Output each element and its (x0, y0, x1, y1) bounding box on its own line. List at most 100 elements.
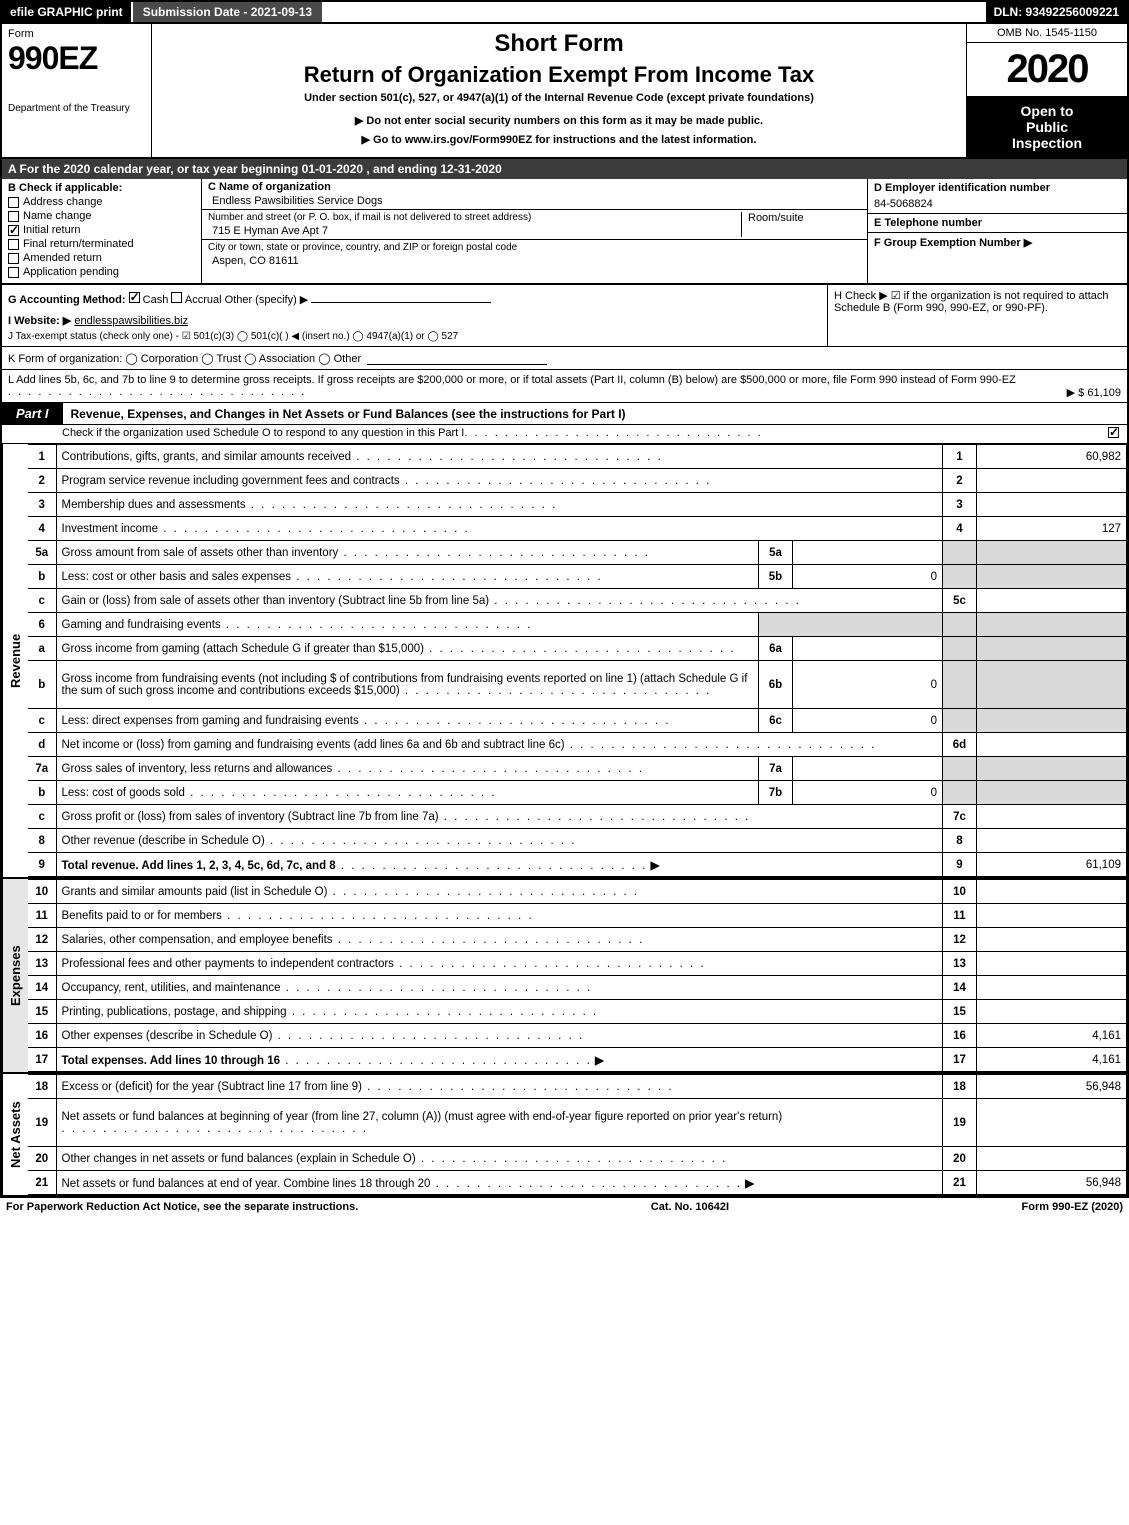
form-label: Form (8, 28, 145, 40)
tax-year: 2020 (967, 43, 1127, 97)
checkbox[interactable] (8, 225, 19, 236)
line-description: Membership dues and assessments (62, 499, 246, 511)
line-row: 16Other expenses (describe in Schedule O… (28, 1024, 1127, 1048)
line-description: Less: direct expenses from gaming and fu… (62, 715, 359, 727)
line-number: 6 (28, 613, 56, 637)
line-description: Net assets or fund balances at end of ye… (62, 1178, 431, 1190)
sub-line-number: 6b (759, 661, 793, 709)
line-row: 3Membership dues and assessments3 (28, 493, 1127, 517)
line-row: cGain or (loss) from sale of assets othe… (28, 589, 1127, 613)
line-description: Gaming and fundraising events (62, 619, 221, 631)
checkbox[interactable] (8, 239, 19, 250)
box-d-e-f: D Employer identification number 84-5068… (867, 179, 1127, 283)
part-1-subtext: Check if the organization used Schedule … (0, 425, 1129, 444)
line-row: 4Investment income4127 (28, 517, 1127, 541)
city-label: City or town, state or province, country… (208, 242, 861, 253)
result-line-value: 56,948 (977, 1075, 1127, 1099)
line-row: 1Contributions, gifts, grants, and simil… (28, 445, 1127, 469)
form-version: Form 990-EZ (2020) (1022, 1201, 1123, 1213)
result-line-value: 4,161 (977, 1024, 1127, 1048)
tax-exempt-status: J Tax-exempt status (check only one) - ☑… (8, 331, 458, 342)
box-b-item: Application pending (8, 266, 195, 278)
result-line-number: 5c (943, 589, 977, 613)
result-line-number: 11 (943, 904, 977, 928)
line-row: 17Total expenses. Add lines 10 through 1… (28, 1048, 1127, 1072)
box-b-header: B Check if applicable: (8, 182, 195, 194)
section-subtext: Under section 501(c), 527, or 4947(a)(1)… (162, 92, 956, 104)
checkbox[interactable] (8, 253, 19, 264)
line-number: c (28, 805, 56, 829)
cash-checkbox[interactable] (129, 292, 140, 303)
line-number: 18 (28, 1075, 56, 1099)
line-row: 15Printing, publications, postage, and s… (28, 1000, 1127, 1024)
line-row: 9Total revenue. Add lines 1, 2, 3, 4, 5c… (28, 853, 1127, 877)
line-description: Grants and similar amounts paid (list in… (62, 886, 328, 898)
result-line-value: 127 (977, 517, 1127, 541)
top-bar: efile GRAPHIC print Submission Date - 20… (0, 0, 1129, 24)
result-line-number: 3 (943, 493, 977, 517)
result-line-value (977, 829, 1127, 853)
website-value[interactable]: endlesspawsibilities.biz (74, 315, 188, 327)
instructions-link[interactable]: ▶ Go to www.irs.gov/Form990EZ for instru… (162, 133, 956, 146)
line-h: H Check ▶ ☑ if the organization is not r… (827, 285, 1127, 346)
part-1-header: Part I Revenue, Expenses, and Changes in… (0, 403, 1129, 425)
checkbox[interactable] (8, 267, 19, 278)
return-title: Return of Organization Exempt From Incom… (162, 62, 956, 88)
checkbox[interactable] (8, 211, 19, 222)
checkbox[interactable] (8, 197, 19, 208)
line-number: 19 (28, 1099, 56, 1147)
ein-label: D Employer identification number (874, 182, 1121, 194)
street-label: Number and street (or P. O. box, if mail… (208, 212, 741, 223)
sub-line-number: 7b (759, 781, 793, 805)
checkbox-label: Address change (23, 196, 103, 208)
schedule-o-checkbox[interactable] (1108, 427, 1119, 438)
schedule-o-check-text: Check if the organization used Schedule … (62, 427, 464, 439)
result-line-number: 17 (943, 1048, 977, 1072)
line-description: Other revenue (describe in Schedule O) (62, 835, 265, 847)
line-row: c Gross profit or (loss) from sales of in… (28, 805, 1127, 829)
revenue-side-label: Revenue (2, 444, 28, 877)
result-line-value: 61,109 (977, 853, 1127, 877)
line-number: 14 (28, 976, 56, 1000)
other-org-field[interactable] (367, 351, 547, 365)
result-line-number: 21 (943, 1171, 977, 1195)
result-line-number: 18 (943, 1075, 977, 1099)
line-number: 13 (28, 952, 56, 976)
line-row: 13 Professional fees and other payments t… (28, 952, 1127, 976)
line-description: Occupancy, rent, utilities, and maintena… (62, 982, 281, 994)
line-description: Gross sales of inventory, less returns a… (62, 763, 333, 775)
result-line-number: 7c (943, 805, 977, 829)
line-number: 9 (28, 853, 56, 877)
other-specify-field[interactable] (311, 289, 491, 303)
org-name-label: C Name of organization (208, 181, 861, 193)
sub-line-value: 0 (793, 565, 943, 589)
checkbox-label: Name change (23, 210, 92, 222)
sub-line-number: 5a (759, 541, 793, 565)
box-b-item: Initial return (8, 224, 195, 236)
ein-value: 84-5068824 (874, 198, 1121, 210)
efile-label[interactable]: efile GRAPHIC print (2, 2, 131, 22)
result-line-number: 19 (943, 1099, 977, 1147)
form-of-organization: K Form of organization: ◯ Corporation ◯ … (8, 352, 361, 365)
line-description: Benefits paid to or for members (62, 910, 222, 922)
line-row: 7a Gross sales of inventory, less returns… (28, 757, 1127, 781)
line-description: Less: cost of goods sold (62, 787, 185, 799)
result-line-value (977, 469, 1127, 493)
line-description: Professional fees and other payments to … (62, 958, 394, 970)
tax-period-band: A For the 2020 calendar year, or tax yea… (0, 159, 1129, 179)
line-row: cLess: direct expenses from gaming and f… (28, 709, 1127, 733)
accrual-checkbox[interactable] (171, 292, 182, 303)
result-line-number: 20 (943, 1147, 977, 1171)
line-row: 18Excess or (deficit) for the year (Subt… (28, 1075, 1127, 1099)
city-value: Aspen, CO 81611 (212, 255, 861, 267)
line-l: L Add lines 5b, 6c, and 7b to line 9 to … (0, 370, 1129, 403)
website-label: I Website: ▶ (8, 315, 71, 327)
line-number: 1 (28, 445, 56, 469)
line-number: 7a (28, 757, 56, 781)
line-row: 2Program service revenue including gover… (28, 469, 1127, 493)
line-description: Gain or (loss) from sale of assets other… (62, 595, 490, 607)
checkbox-label: Final return/terminated (23, 238, 134, 250)
result-line-value (977, 880, 1127, 904)
line-description: Printing, publications, postage, and shi… (62, 1006, 287, 1018)
line-description: Gross profit or (loss) from sales of inv… (62, 811, 439, 823)
